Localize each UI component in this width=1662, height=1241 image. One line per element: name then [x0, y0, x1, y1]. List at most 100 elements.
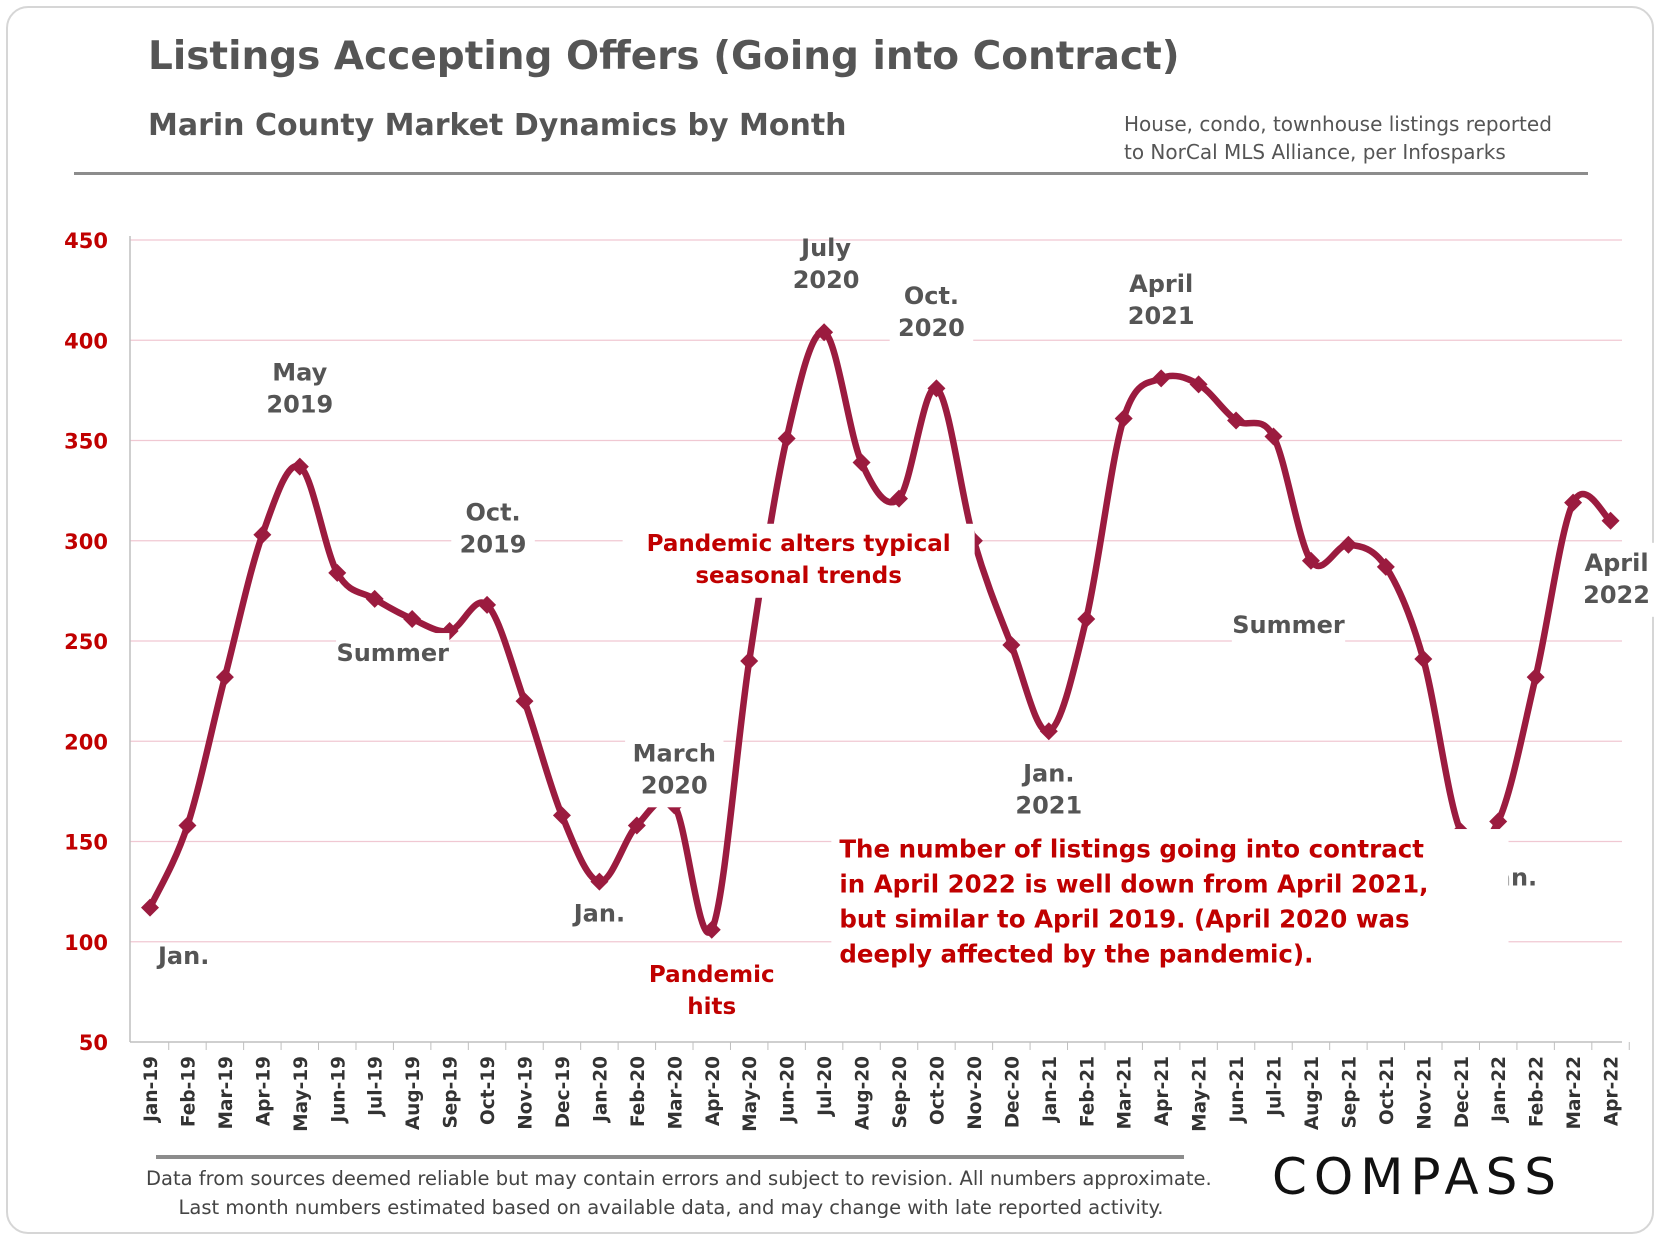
- annotation-line: Pandemic alters typical: [647, 531, 951, 557]
- data-point-Oct-19: [478, 595, 497, 614]
- x-tick-label: Feb-20: [628, 1056, 649, 1127]
- x-tick-label: Aug-20: [853, 1056, 874, 1130]
- annotation-background: [889, 276, 974, 351]
- x-tick-label: Apr-19: [253, 1056, 274, 1126]
- x-tick-label: Mar-20: [665, 1056, 686, 1129]
- x-tick-label: Apr-21: [1152, 1056, 1173, 1126]
- x-tick-label: Jan-21: [1040, 1056, 1061, 1124]
- data-point-May-20: [740, 652, 759, 671]
- x-tick-label: Sep-20: [890, 1056, 911, 1129]
- annotation-background: [1111, 264, 1211, 339]
- x-tick-label: Aug-21: [1302, 1056, 1323, 1130]
- disclaimer: Data from sources deemed reliable but ma…: [146, 1164, 1212, 1222]
- y-tick-label-400: 400: [64, 329, 108, 353]
- source-note: House, condo, townhouse listings reporte…: [1124, 110, 1552, 166]
- annotation-line: 2021: [1015, 791, 1082, 819]
- data-point-Feb-19: [178, 816, 197, 835]
- annotation-13: Summer: [1232, 611, 1345, 639]
- annotation-4: Oct. 2019: [460, 499, 527, 559]
- x-tick-label: Nov-20: [965, 1056, 986, 1130]
- x-tick-label: May-21: [1190, 1056, 1211, 1132]
- annotation-background: [831, 829, 1509, 980]
- annotation-line: Oct.: [465, 499, 520, 527]
- x-tick-label: Aug-19: [403, 1056, 424, 1130]
- annotation-6: March 2020: [633, 739, 716, 799]
- annotation-11: Jan. 2021: [1015, 759, 1082, 819]
- x-tick-label: Dec-19: [553, 1056, 574, 1128]
- annotation-background: [336, 633, 450, 676]
- data-point-Jan-22: [1489, 812, 1508, 831]
- x-tick-label: Feb-21: [1077, 1056, 1098, 1127]
- y-tick-label-50: 50: [79, 1031, 108, 1055]
- data-point-Aug-20: [852, 453, 871, 472]
- data-point-Aug-21: [1301, 551, 1320, 570]
- x-tick-label: Sep-19: [441, 1056, 462, 1129]
- x-tick-label: Jan-19: [141, 1056, 162, 1124]
- data-point-Jan-21: [1039, 722, 1058, 741]
- x-tick-label: Nov-19: [516, 1056, 537, 1130]
- data-point-Jul-19: [365, 589, 384, 608]
- annotation-background: [625, 733, 724, 808]
- data-point-Mar-22: [1564, 493, 1583, 512]
- series-line: [146, 328, 1614, 936]
- x-tick-label: Jul-21: [1265, 1056, 1286, 1118]
- x-tick-label: Sep-21: [1339, 1056, 1360, 1129]
- annotation-line: Jan.: [572, 900, 625, 928]
- annotation-line: The number of listings going into contra…: [839, 835, 1424, 864]
- y-tick-label-100: 100: [64, 931, 108, 955]
- annotation-line: May: [272, 358, 327, 386]
- data-point-Sep-20: [890, 489, 908, 508]
- data-point-Jul-20: [815, 323, 834, 342]
- data-point-Jun-21: [1227, 411, 1246, 430]
- annotation-line: but similar to April 2019. (April 2020 w…: [839, 905, 1409, 934]
- annotation-10: Oct. 2020: [898, 282, 965, 342]
- annotation-line: Pandemic: [649, 962, 775, 988]
- x-tick-label: May-19: [291, 1056, 312, 1132]
- data-point-Mar-21: [1114, 409, 1133, 428]
- data-point-Nov-19: [515, 692, 534, 711]
- annotation-15: April 2022: [1583, 549, 1650, 609]
- header-divider: [74, 172, 1588, 175]
- annotation-line: 2019: [266, 390, 333, 418]
- data-point-Jun-19: [328, 563, 347, 582]
- annotation-background: [1231, 604, 1346, 647]
- annotation-2: May 2019: [266, 358, 333, 418]
- chart-subtitle: Marin County Market Dynamics by Month: [148, 108, 847, 143]
- annotation-line: hits: [687, 994, 736, 1020]
- annotation-12: April 2021: [1128, 270, 1195, 330]
- y-tick-label-200: 200: [64, 730, 108, 754]
- data-point-Aug-19: [403, 609, 422, 628]
- x-tick-label: Dec-20: [1002, 1056, 1023, 1128]
- x-tick-label: Jul-20: [815, 1056, 836, 1118]
- data-point-Jun-20: [777, 429, 796, 448]
- y-tick-label-300: 300: [64, 530, 108, 554]
- annotation-line: Summer: [336, 639, 449, 667]
- x-tick-label: Mar-19: [216, 1056, 237, 1129]
- data-point-Jan-19: [141, 898, 159, 917]
- annotation-line: Jan.: [156, 942, 209, 970]
- disclaimer-line-1: Data from sources deemed reliable but ma…: [146, 1167, 1212, 1190]
- chart-title: Listings Accepting Offers (Going into Co…: [148, 34, 1180, 79]
- annotation-line: 2020: [898, 314, 965, 342]
- data-point-Sep-21: [1339, 535, 1358, 554]
- annotation-5: Jan.: [572, 900, 625, 928]
- footer-divider: [156, 1155, 1184, 1159]
- y-tick-label-150: 150: [64, 831, 108, 855]
- x-tick-label: Jun-21: [1227, 1056, 1248, 1125]
- data-point-May-19: [290, 457, 309, 476]
- x-tick-label: Jan-22: [1489, 1056, 1510, 1124]
- annotation-line: seasonal trends: [695, 563, 902, 589]
- data-point-Mar-19: [215, 668, 234, 687]
- data-point-Apr-19: [253, 525, 272, 544]
- annotation-line: 2020: [641, 771, 708, 799]
- disclaimer-line-2: Last month numbers estimated based on av…: [178, 1196, 1164, 1219]
- x-tick-label: Oct-19: [478, 1056, 499, 1125]
- x-tick-label: Jul-19: [366, 1056, 387, 1118]
- annotation-line: April: [1585, 549, 1649, 577]
- y-tick-label-250: 250: [64, 630, 108, 654]
- annotation-line: Jan.: [1021, 759, 1074, 787]
- data-point-Feb-21: [1077, 609, 1096, 628]
- x-tick-label: Jun-20: [778, 1056, 799, 1125]
- annotation-line: Summer: [1232, 611, 1345, 639]
- annotation-line: 2019: [460, 531, 527, 559]
